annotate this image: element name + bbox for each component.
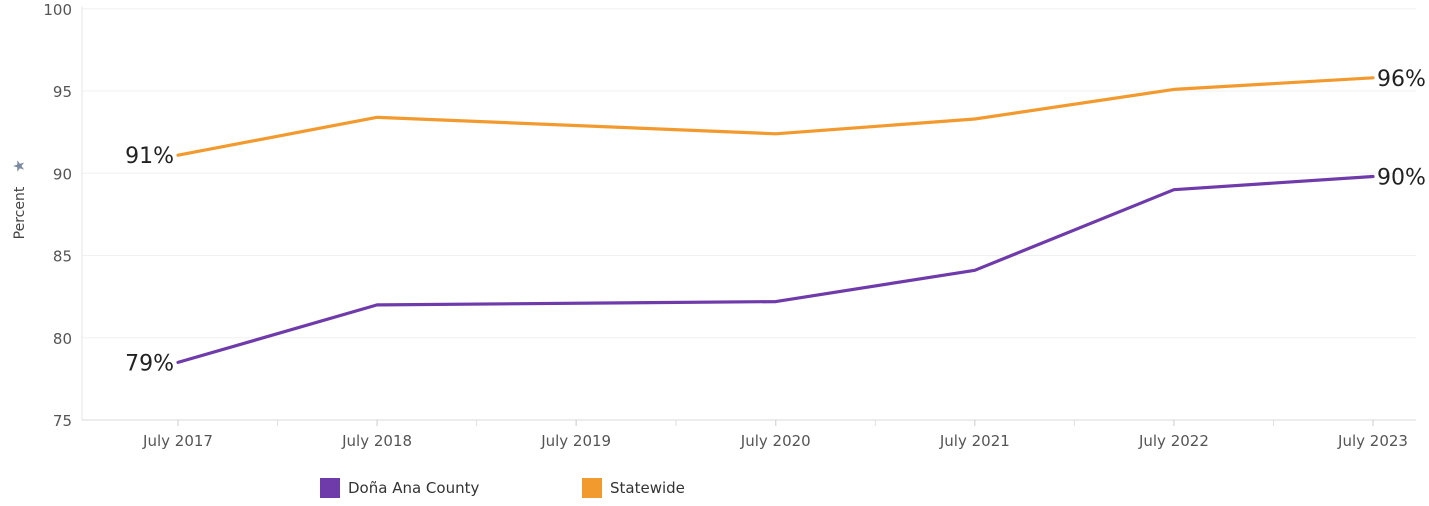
x-tick-label: July 2018 [341, 432, 412, 450]
start-data-label: 79% [125, 351, 174, 376]
x-tick-label: July 2021 [939, 432, 1010, 450]
legend-item-dona-ana: Doña Ana County [320, 478, 479, 498]
y-tick-label: 80 [53, 330, 72, 348]
legend-label-statewide: Statewide [610, 479, 685, 497]
x-tick-label: July 2020 [740, 432, 811, 450]
label-layer: 79% 90% 91% 96% [125, 67, 1426, 377]
legend-label-dona-ana: Doña Ana County [348, 479, 479, 497]
x-tick-label: July 2022 [1138, 432, 1209, 450]
y-tick-label: 90 [53, 165, 72, 183]
legend-swatch-statewide [582, 478, 602, 498]
y-tick-label: 85 [53, 248, 72, 266]
x-tick-label: July 2019 [540, 432, 611, 450]
series-layer [178, 78, 1373, 363]
x-tick-label: July 2023 [1337, 432, 1408, 450]
pin-icon: ★ [10, 159, 28, 172]
grid-layer [82, 9, 1416, 338]
y-tick-label: 100 [43, 1, 72, 19]
end-data-label: 96% [1377, 67, 1426, 92]
x-tick-label: July 2017 [142, 432, 213, 450]
y-tick-label: 95 [53, 83, 72, 101]
start-data-label: 91% [125, 144, 174, 169]
y-axis-title: Percent [12, 186, 28, 239]
legend: Doña Ana County Statewide [0, 478, 1429, 500]
legend-swatch-dona-ana [320, 478, 340, 498]
axis-layer: 75 80 85 90 95 100 July 2017 July 2018 July 2019… [10, 1, 1416, 450]
y-tick-label: 75 [53, 412, 72, 430]
series-line-1 [178, 78, 1373, 155]
legend-item-statewide: Statewide [582, 478, 685, 498]
series-line-0 [178, 177, 1373, 363]
end-data-label: 90% [1377, 166, 1426, 191]
